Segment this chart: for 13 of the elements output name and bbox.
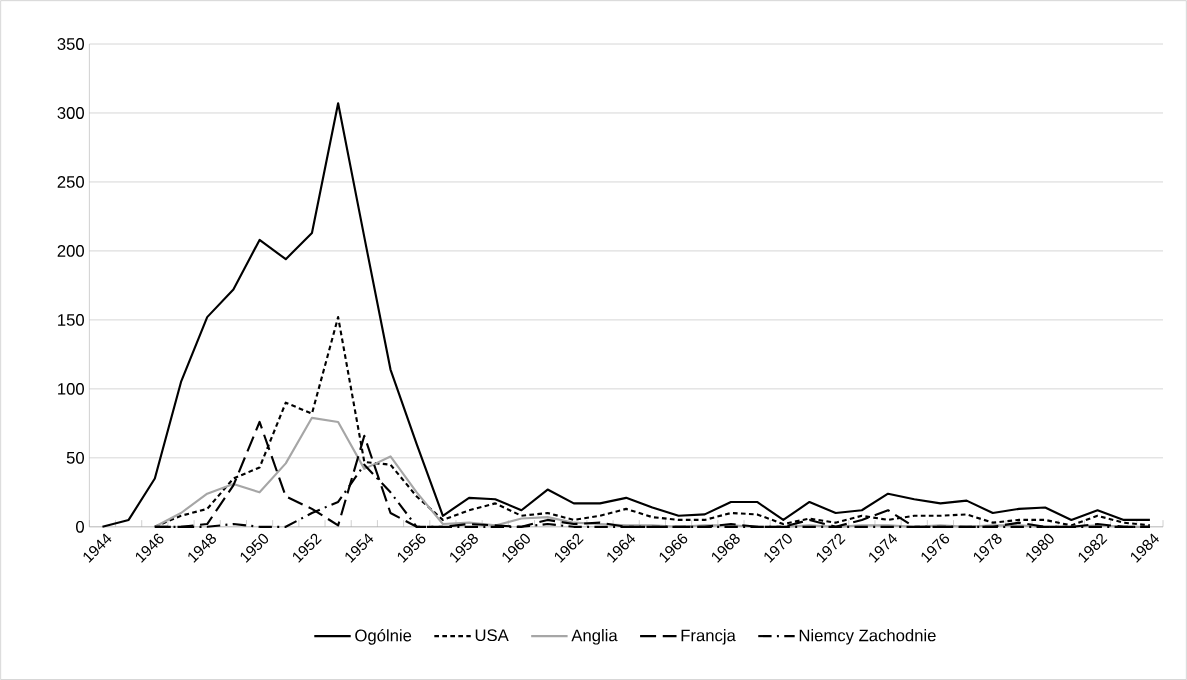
legend-label: USA [475,629,509,641]
legend-label: Anglia [571,628,618,645]
y-tick-label: 150 [58,313,84,326]
y-tick-label: 250 [57,175,84,188]
y-tick-label: 200 [57,244,84,257]
y-tick-label: 350 [57,38,84,50]
y-tick-label: 100 [58,382,84,395]
legend-label: Niemcy Zachodnie [799,628,936,645]
legend-label: Francja [681,628,736,645]
y-tick-label: 0 [76,520,84,533]
y-tick-label: 300 [57,106,84,119]
legend-label: Ogólnie [355,628,412,645]
y-tick-label: 50 [66,451,84,464]
